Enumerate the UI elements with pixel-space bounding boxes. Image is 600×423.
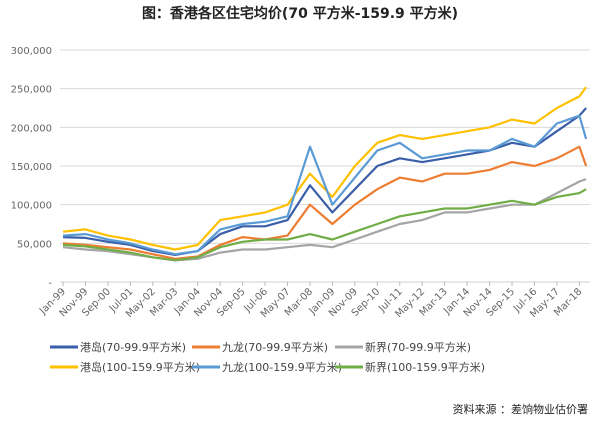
series-line: [62, 114, 588, 256]
y-tick-label: -: [48, 278, 52, 289]
series-line: [62, 107, 587, 256]
series-line: [62, 188, 587, 262]
y-tick-label: 50,000: [17, 239, 52, 250]
legend-label: 新界(100-159.9平方米): [365, 360, 485, 374]
y-tick-label: 100,000: [11, 201, 52, 212]
legend-label: 港岛(100-159.9平方米): [80, 360, 200, 374]
legend-label: 九龙(100-159.9平方米): [222, 360, 342, 374]
source-note: 资料来源 ：差饷物业估价署: [453, 402, 589, 416]
y-tick-label: 300,000: [11, 46, 52, 57]
series-line: [62, 86, 587, 251]
legend-label: 新界(70-99.9平方米): [365, 340, 471, 354]
series-line: [62, 145, 588, 260]
y-tick-label: 150,000: [11, 162, 52, 173]
legend-label: 港岛(70-99.9平方米): [80, 340, 186, 354]
legend-label: 九龙(70-99.9平方米): [222, 340, 328, 354]
chart-title: 图：香港各区住宅均价(70 平方米-159.9 平方米): [142, 5, 458, 22]
y-tick-label: 250,000: [11, 85, 52, 96]
y-tick-label: 200,000: [11, 123, 52, 134]
